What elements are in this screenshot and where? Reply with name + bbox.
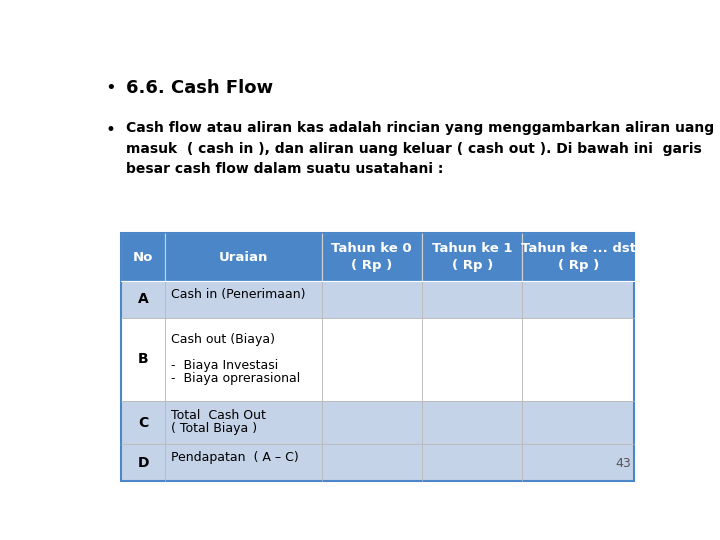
Bar [322,281,422,318]
Text: Uraian: Uraian [219,251,268,264]
Bar [523,444,634,481]
Text: A: A [138,292,148,306]
Text: Tahun ke 0
( Rp ): Tahun ke 0 ( Rp ) [331,242,412,272]
Text: Cash in (Penerimaan): Cash in (Penerimaan) [171,288,305,301]
Bar [121,233,166,281]
Bar [322,444,422,481]
Text: Tahun ke 1
( Rp ): Tahun ke 1 ( Rp ) [432,242,513,272]
Bar [166,444,322,481]
Text: 43: 43 [616,457,631,470]
Text: 6.6. Cash Flow: 6.6. Cash Flow [126,79,274,97]
Bar [121,444,166,481]
Text: B: B [138,352,148,366]
Bar [121,401,166,444]
Text: Total  Cash Out: Total Cash Out [171,409,266,422]
Text: -  Biaya oprerasional: - Biaya oprerasional [171,373,300,386]
Text: No: No [132,251,153,264]
Text: D: D [138,456,149,470]
Bar [166,281,322,318]
Text: -  Biaya Investasi: - Biaya Investasi [171,359,278,372]
Bar [121,281,166,318]
Bar [422,444,523,481]
Text: C: C [138,416,148,430]
Bar [523,281,634,318]
Bar [121,318,166,401]
Text: Tahun ke ... dst
( Rp ): Tahun ke ... dst ( Rp ) [521,242,636,272]
Bar [422,281,523,318]
Text: Cash flow atau aliran kas adalah rincian yang menggambarkan aliran uang
masuk  (: Cash flow atau aliran kas adalah rincian… [126,121,714,176]
Text: •: • [106,79,117,97]
Text: Pendapatan  ( A – C): Pendapatan ( A – C) [171,451,299,464]
Text: Cash out (Biaya): Cash out (Biaya) [171,333,275,346]
Text: ( Total Biaya ): ( Total Biaya ) [171,422,257,435]
Text: •: • [106,121,115,139]
